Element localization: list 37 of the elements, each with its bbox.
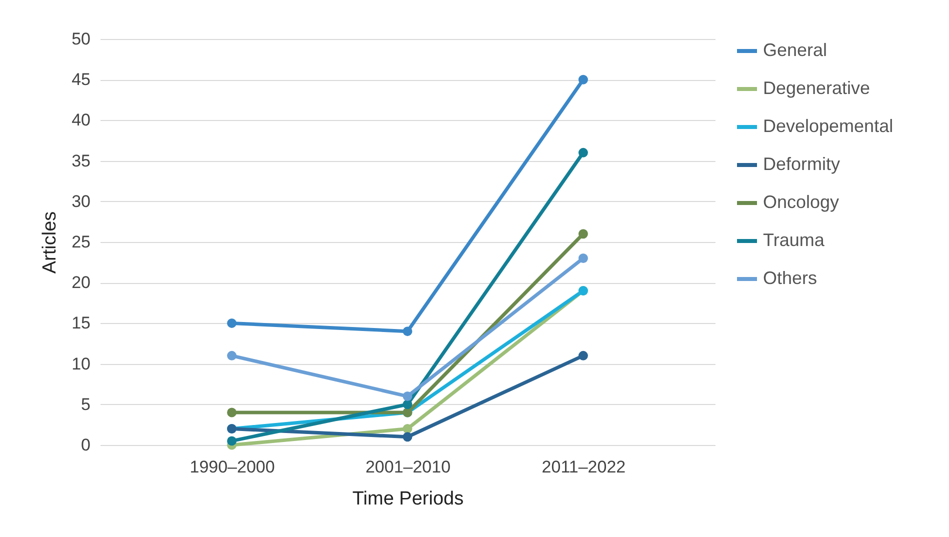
point xyxy=(227,318,237,328)
point xyxy=(578,229,588,239)
y-tick-label: 15 xyxy=(72,314,90,333)
legend-label: Deformity xyxy=(763,154,840,174)
point xyxy=(578,148,588,158)
point xyxy=(402,400,412,410)
legend-label: Developemental xyxy=(763,116,894,136)
y-tick-label: 45 xyxy=(72,70,90,90)
x-tick-label: 2011–2022 xyxy=(542,458,626,476)
legend-label: Others xyxy=(763,268,818,288)
point xyxy=(402,432,412,442)
y-tick-label: 10 xyxy=(72,354,90,374)
point xyxy=(227,350,237,360)
y-tick-label: 40 xyxy=(72,110,90,130)
x-tick-label: 1990–2000 xyxy=(190,458,275,476)
x-axis-title: Time Periods xyxy=(352,488,464,510)
legend-label: Trauma xyxy=(763,230,826,250)
y-axis-title: Articles xyxy=(40,211,61,274)
point xyxy=(578,74,588,84)
point xyxy=(402,392,412,402)
point xyxy=(227,436,237,446)
y-tick-label: 5 xyxy=(81,394,90,414)
y-tick-label: 25 xyxy=(72,232,90,252)
y-tick-label: 30 xyxy=(72,192,90,211)
point xyxy=(578,350,588,360)
point xyxy=(402,424,412,434)
x-tick-label: 2001–2010 xyxy=(365,458,451,476)
y-tick-label: 50 xyxy=(72,30,90,48)
y-tick-label: 0 xyxy=(81,436,90,454)
point xyxy=(227,408,237,418)
y-tick-label: 20 xyxy=(72,273,90,292)
point xyxy=(402,326,412,336)
y-tick-label: 35 xyxy=(72,151,90,170)
legend-label: General xyxy=(763,40,828,60)
legend-label: Oncology xyxy=(763,192,840,212)
legend-label: Degenerative xyxy=(763,78,870,98)
point xyxy=(578,254,588,263)
